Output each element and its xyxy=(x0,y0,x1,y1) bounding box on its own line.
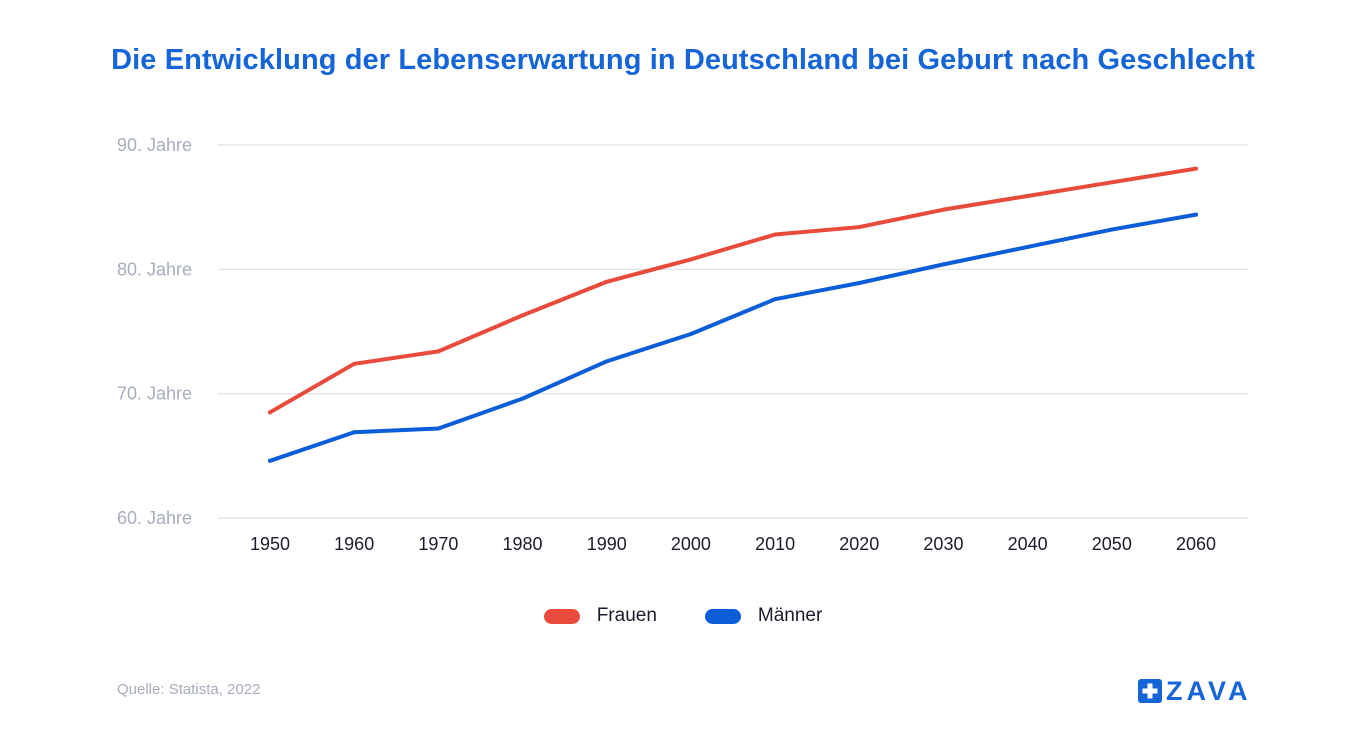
legend-label-maenner: Männer xyxy=(757,605,823,626)
x-tick-label: 1990 xyxy=(587,534,627,554)
data-point xyxy=(436,349,441,354)
data-point xyxy=(857,281,862,286)
data-point xyxy=(268,458,272,463)
series-line-maenner xyxy=(268,212,1198,463)
data-point xyxy=(436,426,441,431)
data-point xyxy=(604,359,609,364)
data-point xyxy=(941,207,946,212)
data-point xyxy=(604,279,609,284)
x-tick-label: 2020 xyxy=(839,534,879,554)
data-point xyxy=(520,396,525,401)
x-tick-label: 2040 xyxy=(1008,534,1048,554)
zava-logo: ZAVA xyxy=(1138,676,1252,706)
logo-text: ZAVA xyxy=(1166,676,1252,706)
x-tick-label: 1960 xyxy=(334,534,374,554)
y-tick-label: 90. Jahre xyxy=(117,135,192,155)
data-point xyxy=(1109,227,1114,232)
data-point xyxy=(1025,244,1030,249)
y-tick-label: 60. Jahre xyxy=(117,508,192,528)
line-chart: 60. Jahre 70. Jahre 80. Jahre 90. Jahre 195… xyxy=(117,135,1248,554)
data-point xyxy=(773,232,778,237)
data-point xyxy=(1109,180,1114,185)
data-point xyxy=(773,297,778,302)
data-point xyxy=(352,361,357,366)
x-tick-label: 2030 xyxy=(923,534,963,554)
data-point xyxy=(857,225,862,230)
data-point xyxy=(1194,166,1198,171)
medical-cross-icon xyxy=(1138,679,1162,703)
x-tick-label: 1970 xyxy=(418,534,458,554)
x-tick-label: 2010 xyxy=(755,534,795,554)
x-tick-label: 1950 xyxy=(250,534,290,554)
data-point xyxy=(352,430,357,435)
x-tick-label: 2000 xyxy=(671,534,711,554)
y-tick-label: 70. Jahre xyxy=(117,384,192,404)
legend-label-frauen: Frauen xyxy=(596,605,657,626)
data-point xyxy=(688,257,693,262)
chart-legend: Frauen Männer xyxy=(0,605,1366,627)
data-point xyxy=(520,313,525,318)
legend-swatch-maenner xyxy=(704,608,741,624)
legend-item-frauen[interactable]: Frauen xyxy=(543,605,657,627)
data-point xyxy=(688,331,693,336)
chart-title: Die Entwicklung der Lebenserwartung in D… xyxy=(111,44,1255,76)
data-point xyxy=(1194,212,1198,217)
data-point xyxy=(268,410,272,415)
x-tick-label: 2050 xyxy=(1092,534,1132,554)
x-tick-label: 2060 xyxy=(1176,534,1216,554)
data-point xyxy=(1025,193,1030,198)
legend-swatch-frauen xyxy=(543,608,580,624)
data-point xyxy=(941,262,946,267)
y-tick-label: 80. Jahre xyxy=(117,259,192,279)
x-tick-label: 1980 xyxy=(503,534,543,554)
source-note: Quelle: Statista, 2022 xyxy=(117,681,261,698)
series-line-frauen xyxy=(268,166,1198,415)
legend-item-maenner[interactable]: Männer xyxy=(704,605,823,627)
